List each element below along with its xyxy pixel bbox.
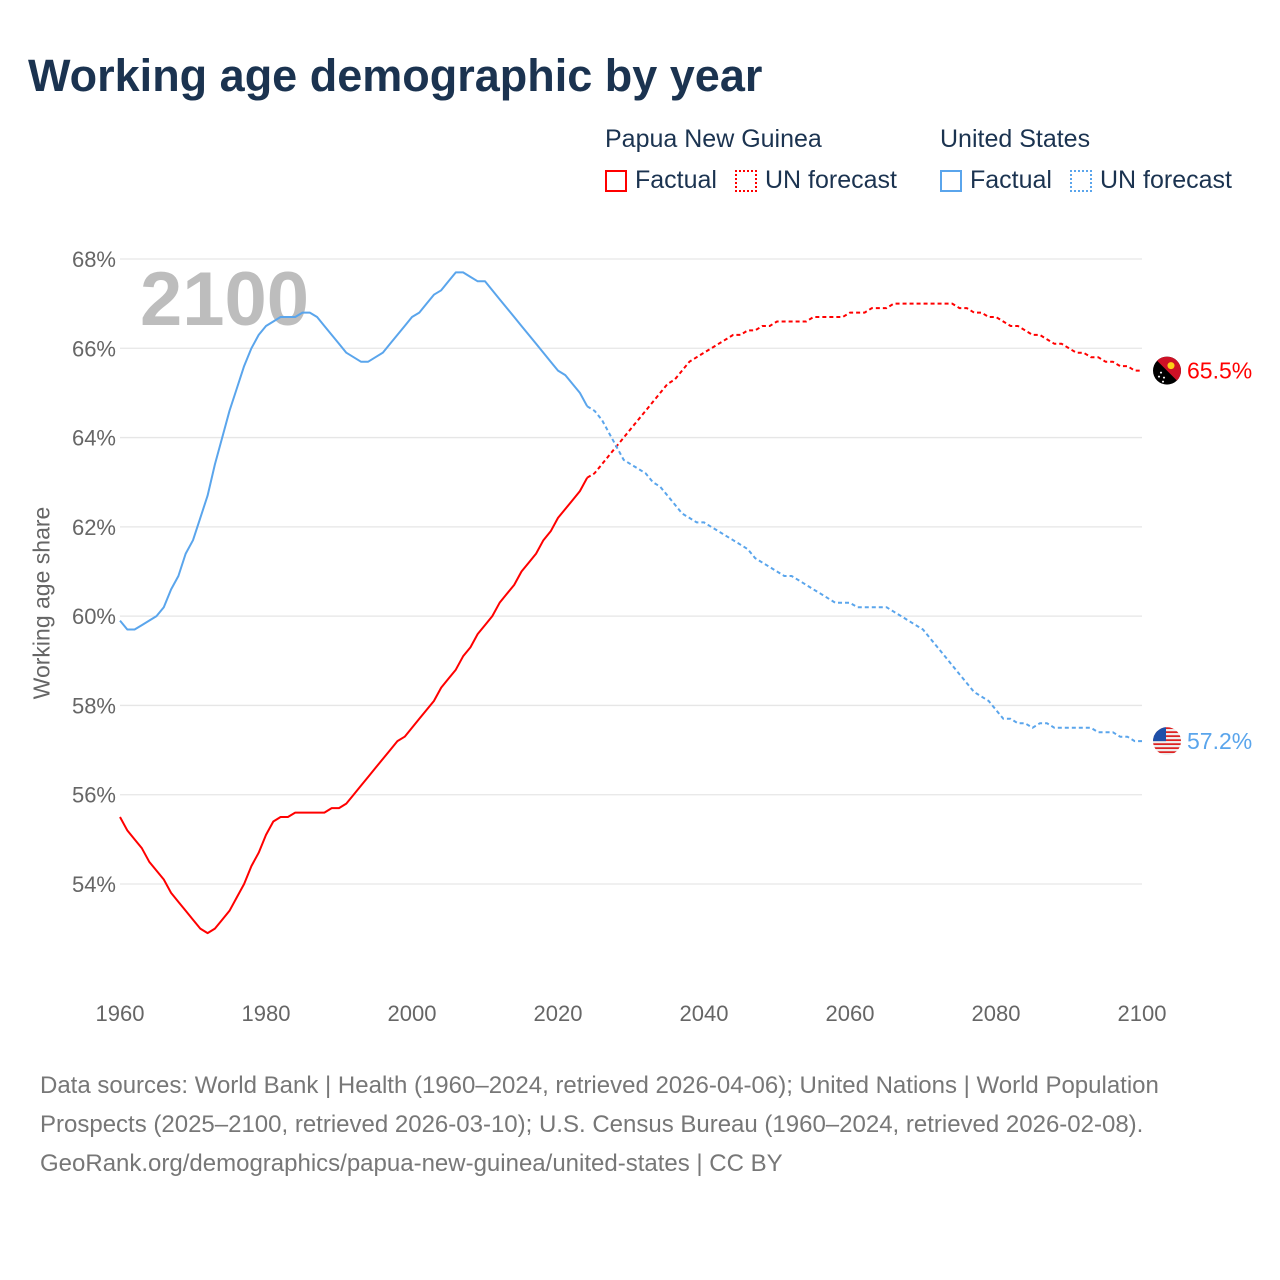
- png-forecast-line: [586, 302, 1142, 479]
- legend-png-factual[interactable]: Factual: [605, 166, 717, 195]
- y-tick-label: 68%: [72, 247, 116, 272]
- us-factual-line: [119, 271, 589, 631]
- year-watermark: 2100: [140, 257, 309, 342]
- footer: Data sources: World Bank | Health (1960–…: [40, 1066, 1240, 1183]
- stripe: [1153, 745, 1181, 748]
- stripe: [1153, 741, 1181, 744]
- canton: [1153, 727, 1166, 742]
- end-value-label: 65.5%: [1187, 358, 1252, 384]
- stripe: [1153, 733, 1181, 736]
- y-tick-label: 58%: [72, 693, 116, 718]
- x-tick-label: 2040: [680, 1001, 729, 1026]
- stripe: [1153, 729, 1181, 732]
- legend-us-forecast[interactable]: UN forecast: [1069, 166, 1232, 195]
- y-tick-label: 56%: [72, 783, 116, 808]
- legend-png: Papua New Guinea Factual UN forecast: [605, 125, 915, 195]
- star: [1162, 380, 1164, 383]
- stripe: [1153, 739, 1181, 742]
- x-tick-label: 2020: [534, 1001, 583, 1026]
- stripe: [1153, 743, 1181, 746]
- stripe: [1153, 727, 1181, 730]
- solid-swatch-icon: [605, 169, 627, 192]
- legend-us-factual[interactable]: Factual: [940, 166, 1052, 195]
- legend-country: United States: [940, 125, 1091, 153]
- legend-label: UN forecast: [1099, 166, 1232, 194]
- stripe: [1153, 753, 1181, 756]
- star: [1158, 375, 1160, 378]
- stripe: [1153, 749, 1181, 752]
- x-tick-label: 1960: [96, 1001, 145, 1026]
- star: [1163, 376, 1165, 379]
- png-factual-line: [119, 477, 589, 935]
- dotted-swatch-icon: [734, 169, 757, 192]
- legend-label: Factual: [970, 166, 1052, 194]
- x-tick-label: 2060: [826, 1001, 875, 1026]
- dotted-swatch-icon: [1069, 169, 1092, 192]
- line-chart: 54% 56% 58% 60% 62% 64% 66% 68% 1960 1980 2000 2020…: [72, 247, 1252, 1026]
- y-tick-label: 62%: [72, 515, 116, 540]
- stripe: [1153, 731, 1181, 734]
- legend-country: Papua New Guinea: [605, 125, 822, 153]
- y-tick-label: 60%: [72, 604, 116, 629]
- flag-body: [1153, 727, 1181, 756]
- stripe: [1153, 751, 1181, 754]
- stripe: [1153, 747, 1181, 750]
- y-tick-label: 66%: [72, 336, 116, 361]
- legend-png-forecast[interactable]: UN forecast: [734, 166, 897, 195]
- chart-title: Working age demographic by year: [28, 50, 763, 101]
- x-tick-label: 2080: [972, 1001, 1021, 1026]
- data-sources: Data sources: World Bank | Health (1960–…: [40, 1072, 1159, 1138]
- source-link[interactable]: GeoRank.org/demographics/papua-new-guine…: [40, 1150, 783, 1177]
- png-flag-icon: [1153, 356, 1181, 385]
- us-flag-icon: [1153, 727, 1181, 756]
- us-forecast-line: [586, 405, 1142, 743]
- end-value-label: 57.2%: [1187, 728, 1252, 754]
- star: [1160, 371, 1162, 374]
- x-tick-label: 2000: [388, 1001, 437, 1026]
- legend-us: United States Factual UN forecast: [940, 125, 1232, 195]
- stripe: [1153, 735, 1181, 738]
- x-tick-label: 2100: [1118, 1001, 1167, 1026]
- stripe: [1153, 737, 1181, 740]
- flag-body: [1153, 356, 1181, 385]
- solid-swatch-icon: [940, 169, 962, 192]
- bird-of-paradise: [1167, 362, 1175, 370]
- y-tick-label: 64%: [72, 426, 116, 451]
- y-tick-label: 54%: [72, 872, 116, 897]
- legend-label: Factual: [635, 166, 717, 194]
- x-tick-label: 1980: [242, 1001, 291, 1026]
- legend-label: UN forecast: [764, 166, 897, 194]
- flag-red: [1153, 356, 1181, 385]
